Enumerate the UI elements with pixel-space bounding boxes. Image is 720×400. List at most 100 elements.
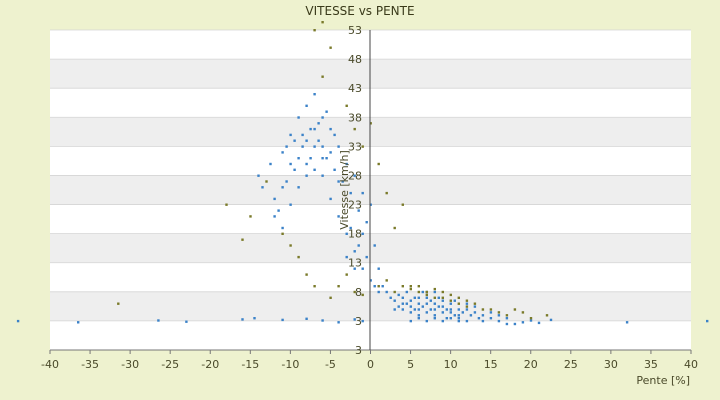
data-point [301, 145, 304, 148]
data-point [361, 191, 364, 195]
data-point [433, 314, 436, 317]
data-point [305, 139, 308, 142]
data-point [377, 162, 380, 166]
data-point [317, 139, 320, 142]
y-tick-label: 18 [348, 228, 362, 241]
data-point [341, 180, 344, 183]
data-point [449, 317, 452, 320]
data-point [393, 226, 396, 230]
data-point [321, 145, 324, 148]
data-point [417, 290, 420, 294]
data-point [389, 296, 392, 299]
data-point [397, 293, 400, 297]
data-point [385, 290, 388, 294]
data-point [449, 293, 452, 297]
data-point [273, 197, 276, 201]
data-point [305, 104, 308, 107]
data-point [445, 308, 448, 311]
data-point [385, 279, 388, 282]
data-point [497, 319, 501, 323]
data-point [377, 267, 380, 270]
data-point [433, 290, 436, 294]
data-point [297, 157, 300, 160]
data-point [357, 244, 360, 247]
y-tick-label: 43 [348, 82, 362, 95]
data-point [393, 308, 396, 311]
data-point [445, 317, 448, 320]
data-point [425, 319, 428, 323]
data-point [377, 285, 380, 288]
x-tick-labels: -40 -35 -30 -25 -20 -15 -10 -5 0 5 10 15 20 25 30 35 40 [41, 350, 698, 371]
data-point [257, 174, 260, 177]
data-point [549, 318, 553, 322]
data-point [329, 151, 332, 154]
data-point [289, 203, 292, 206]
data-point [277, 209, 280, 212]
data-point [537, 321, 541, 325]
data-point [393, 290, 396, 294]
data-point [337, 145, 340, 148]
data-point [449, 308, 452, 311]
data-point [449, 311, 452, 314]
data-point [425, 296, 428, 299]
data-point [413, 308, 416, 311]
data-point [321, 116, 324, 119]
data-point [481, 319, 485, 323]
data-point [353, 250, 356, 253]
x-tick-label: 35 [644, 358, 658, 371]
data-point [269, 162, 272, 166]
x-tick-label: 30 [604, 358, 618, 371]
y-tick-label: 3 [355, 315, 362, 328]
data-point [449, 302, 452, 305]
data-point [16, 319, 20, 323]
data-point [369, 122, 372, 125]
data-point [297, 116, 300, 119]
data-point [345, 162, 348, 166]
data-point [313, 145, 316, 148]
x-tick-label: -5 [325, 358, 336, 371]
data-point [337, 285, 340, 288]
data-point [305, 162, 308, 166]
data-point [321, 75, 324, 78]
data-point [433, 296, 436, 299]
data-point [437, 296, 440, 299]
data-point [337, 215, 340, 218]
data-point [441, 305, 444, 308]
data-point [441, 290, 444, 294]
x-tick-label: 0 [367, 358, 374, 371]
data-point [529, 319, 533, 322]
data-point [381, 285, 384, 288]
data-point [417, 296, 420, 299]
data-points [16, 21, 709, 326]
data-point [425, 290, 428, 294]
data-point [529, 317, 533, 320]
data-point [465, 302, 469, 305]
data-point [321, 319, 324, 322]
data-point [401, 285, 404, 288]
data-point [497, 311, 501, 314]
data-point [505, 317, 509, 320]
y-tick-label: 33 [348, 140, 362, 153]
data-point [325, 157, 328, 160]
data-point [353, 127, 356, 131]
data-point [329, 127, 332, 131]
data-point [281, 318, 284, 322]
x-tick-label: 20 [524, 358, 538, 371]
data-point [337, 321, 340, 324]
y-tick-label: 53 [348, 24, 362, 37]
data-point [281, 186, 284, 189]
data-point [417, 314, 420, 317]
data-point [453, 299, 456, 302]
data-point [465, 299, 469, 302]
data-point [305, 174, 308, 177]
data-point [465, 308, 469, 311]
data-point [317, 122, 320, 125]
data-point [281, 151, 284, 154]
data-point [285, 145, 288, 148]
data-point [465, 319, 469, 323]
x-tick-label: 5 [407, 358, 414, 371]
data-point [497, 314, 501, 317]
data-point [353, 318, 356, 321]
